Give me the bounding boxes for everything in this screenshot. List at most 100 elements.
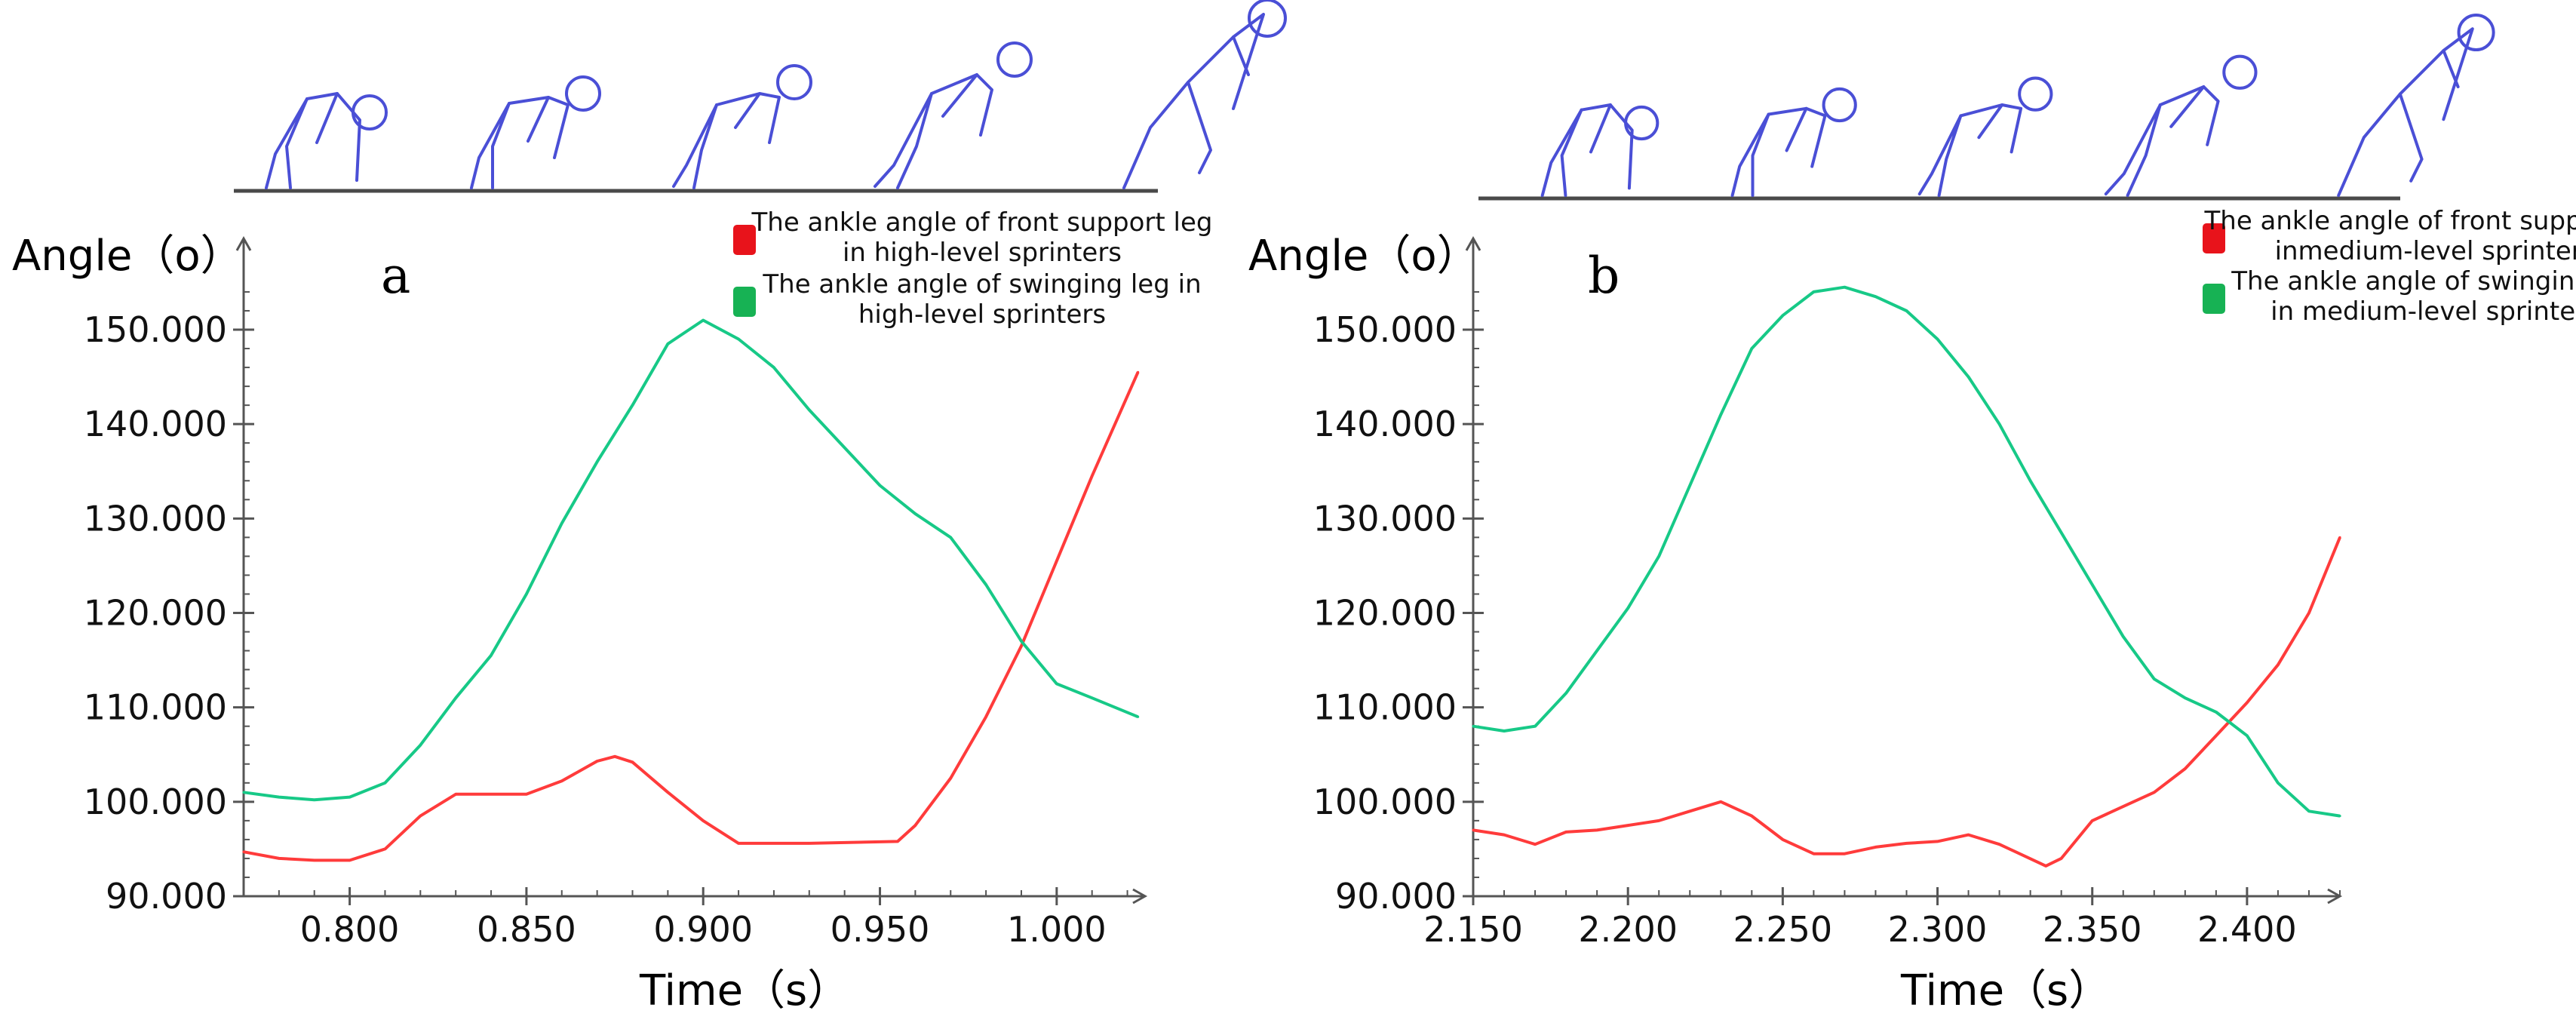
data-point-swing [1688,484,1691,487]
x-axis-title: Time（s） [639,966,849,1015]
legend-label-support: The ankle angle of front support leg [751,207,1213,238]
data-point-swing [1020,640,1023,643]
data-point-support [2060,857,2063,860]
sprinter-torso [508,96,550,105]
y-tick-label: 140.000 [1313,404,1457,444]
sprinter-arms [1232,13,1265,110]
data-point-swing [1719,413,1722,416]
data-point-swing [560,522,563,525]
data-point-support [984,715,987,718]
sprinter-legs [1730,112,1770,197]
data-point-swing [2184,696,2187,699]
data-point-support [560,779,563,782]
data-point-support [737,842,740,845]
x-axis-title: Time（s） [1900,966,2111,1015]
data-point-support [1843,852,1846,855]
data-point-swing [1503,729,1506,733]
data-point-swing [383,782,387,785]
data-point-support [1472,828,1475,831]
data-point-support [2044,865,2047,868]
sprinter-head [776,64,812,100]
sprinter-stick-figure [1540,103,1660,197]
sprinter-legs [470,102,511,189]
data-point-support [631,760,634,763]
data-point-support [1626,824,1629,827]
series-line-support [1472,536,2341,868]
series-line-swing [1472,285,2341,818]
sprinter-arms [734,92,781,144]
sprinter-legs [874,92,933,189]
data-point-swing [1905,309,1908,312]
data-point-support [1657,819,1660,822]
y-tick-label: 130.000 [84,498,227,539]
y-axis-arrow [1465,235,1481,251]
sprinter-arms [941,73,993,137]
sprinter-head [2222,54,2258,90]
data-point-support [1503,834,1506,837]
y-tick-label: 100.000 [1313,782,1457,822]
series-line-support [243,371,1140,862]
sprinter-head [1624,105,1660,141]
data-point-support [419,815,422,818]
data-point-swing [2091,583,2094,586]
data-point-support [949,776,952,780]
sprinter-head [565,75,601,112]
y-tick-label: 90.000 [1335,876,1457,917]
y-tick-label: 120.000 [1313,593,1457,634]
legend-label-swing: The ankle angle of swinging leg in [762,269,1201,299]
data-point-support [2307,611,2310,615]
panel-a: 90.000 100.000 110.000 120.000 130.000 140.00… [12,0,1287,1015]
data-point-swing [843,446,846,450]
x-axis-arrow [1132,888,1148,905]
data-point-support [1812,852,1815,855]
data-point-swing [1874,295,1878,298]
sprinter-legs [265,97,309,189]
data-point-swing [666,342,670,346]
data-point-support [913,824,916,827]
x-tick-label: 0.950 [831,909,930,950]
data-point-support [1967,834,1970,837]
data-point-support [596,760,599,763]
data-point-support [1936,840,1939,843]
panel-label: b [1588,247,1620,305]
sprinter-stick-figure [470,75,601,189]
data-point-swing [2277,782,2280,785]
data-point-support [896,840,899,843]
legend-label-swing: high-level sprinters [858,299,1106,330]
sprinter-arms [1785,106,1827,168]
data-point-swing [2153,677,2156,680]
data-point-support [1020,644,1023,647]
data-point-swing [242,791,245,794]
sprinter-torso [1187,35,1235,84]
y-axis-title: Angle（o） [12,232,243,281]
data-point-support [2215,734,2218,737]
data-point-support [1998,843,2001,846]
data-point-swing [2060,531,2063,534]
y-tick-label: 140.000 [84,404,227,444]
data-point-swing [278,796,281,799]
data-point-support [702,819,705,822]
data-point-swing [1472,725,1475,728]
data-point-swing [808,408,811,412]
y-tick-label: 150.000 [1313,309,1457,350]
data-point-support [454,793,457,796]
data-point-swing [1812,290,1815,293]
x-tick-label: 2.250 [1733,909,1833,950]
data-point-swing [1595,650,1598,653]
data-point-swing [1657,554,1660,558]
x-tick-label: 2.400 [2197,909,2297,950]
data-point-swing [737,337,740,341]
data-point-swing [878,484,882,487]
sprinter-legs [1540,108,1583,197]
data-point-swing [2246,734,2249,737]
data-point-swing [1626,607,1629,610]
data-point-swing [525,592,528,596]
y-tick-label: 90.000 [106,876,227,917]
data-point-support [2277,663,2280,666]
data-point-swing [1998,422,2001,425]
data-point-support [2338,536,2341,539]
data-point-support [1781,838,1784,841]
data-point-support [242,850,245,853]
sprinter-head [352,94,388,131]
